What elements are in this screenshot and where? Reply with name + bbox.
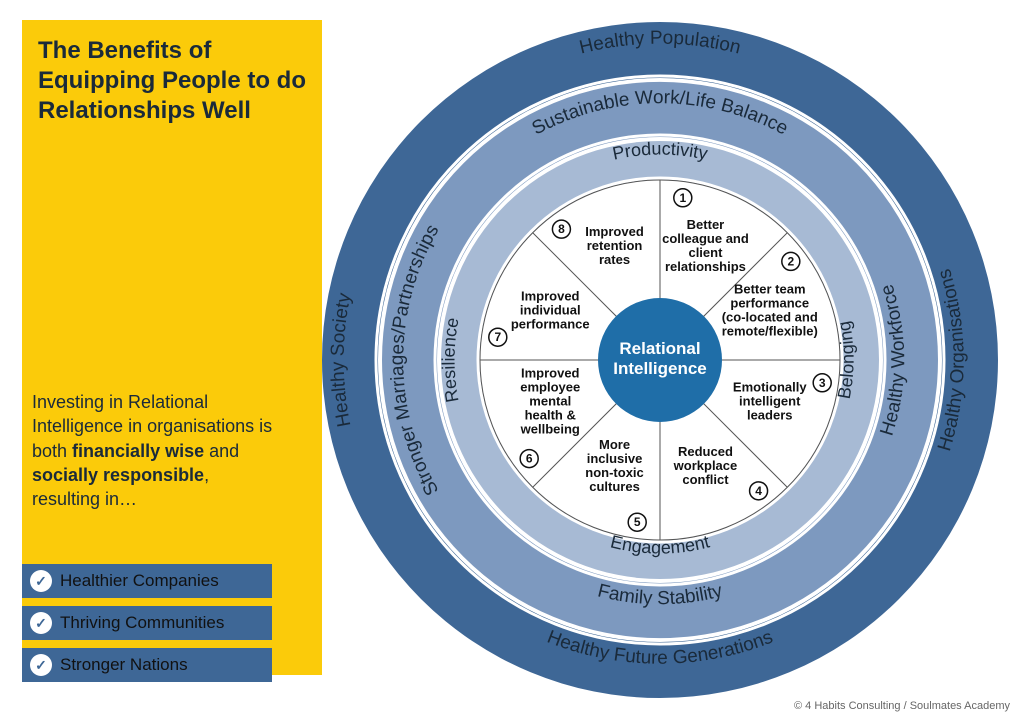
svg-text:Improvedindividualperformance: Improvedindividualperformance [511,289,590,332]
svg-text:8: 8 [558,222,565,236]
svg-text:5: 5 [634,515,641,529]
svg-text:RelationalIntelligence: RelationalIntelligence [613,339,707,378]
wheel-diagram: Healthy PopulationHealthy OrganisationsH… [0,0,1024,718]
svg-text:4: 4 [755,484,762,498]
credit: © 4 Habits Consulting / Soulmates Academ… [794,700,1010,712]
svg-text:6: 6 [526,452,533,466]
svg-text:Better teamperformance(co-loca: Better teamperformance(co-located andrem… [722,282,818,339]
svg-text:2: 2 [787,254,794,268]
svg-text:Improvedemployeementalhealth &: Improvedemployeementalhealth &wellbeing [520,365,581,436]
infographic-stage: The Benefits of Equipping People to do R… [0,0,1024,718]
svg-text:7: 7 [494,330,501,344]
svg-text:3: 3 [819,376,826,390]
svg-text:1: 1 [679,191,686,205]
svg-text:Reducedworkplaceconflict: Reducedworkplaceconflict [673,444,738,487]
